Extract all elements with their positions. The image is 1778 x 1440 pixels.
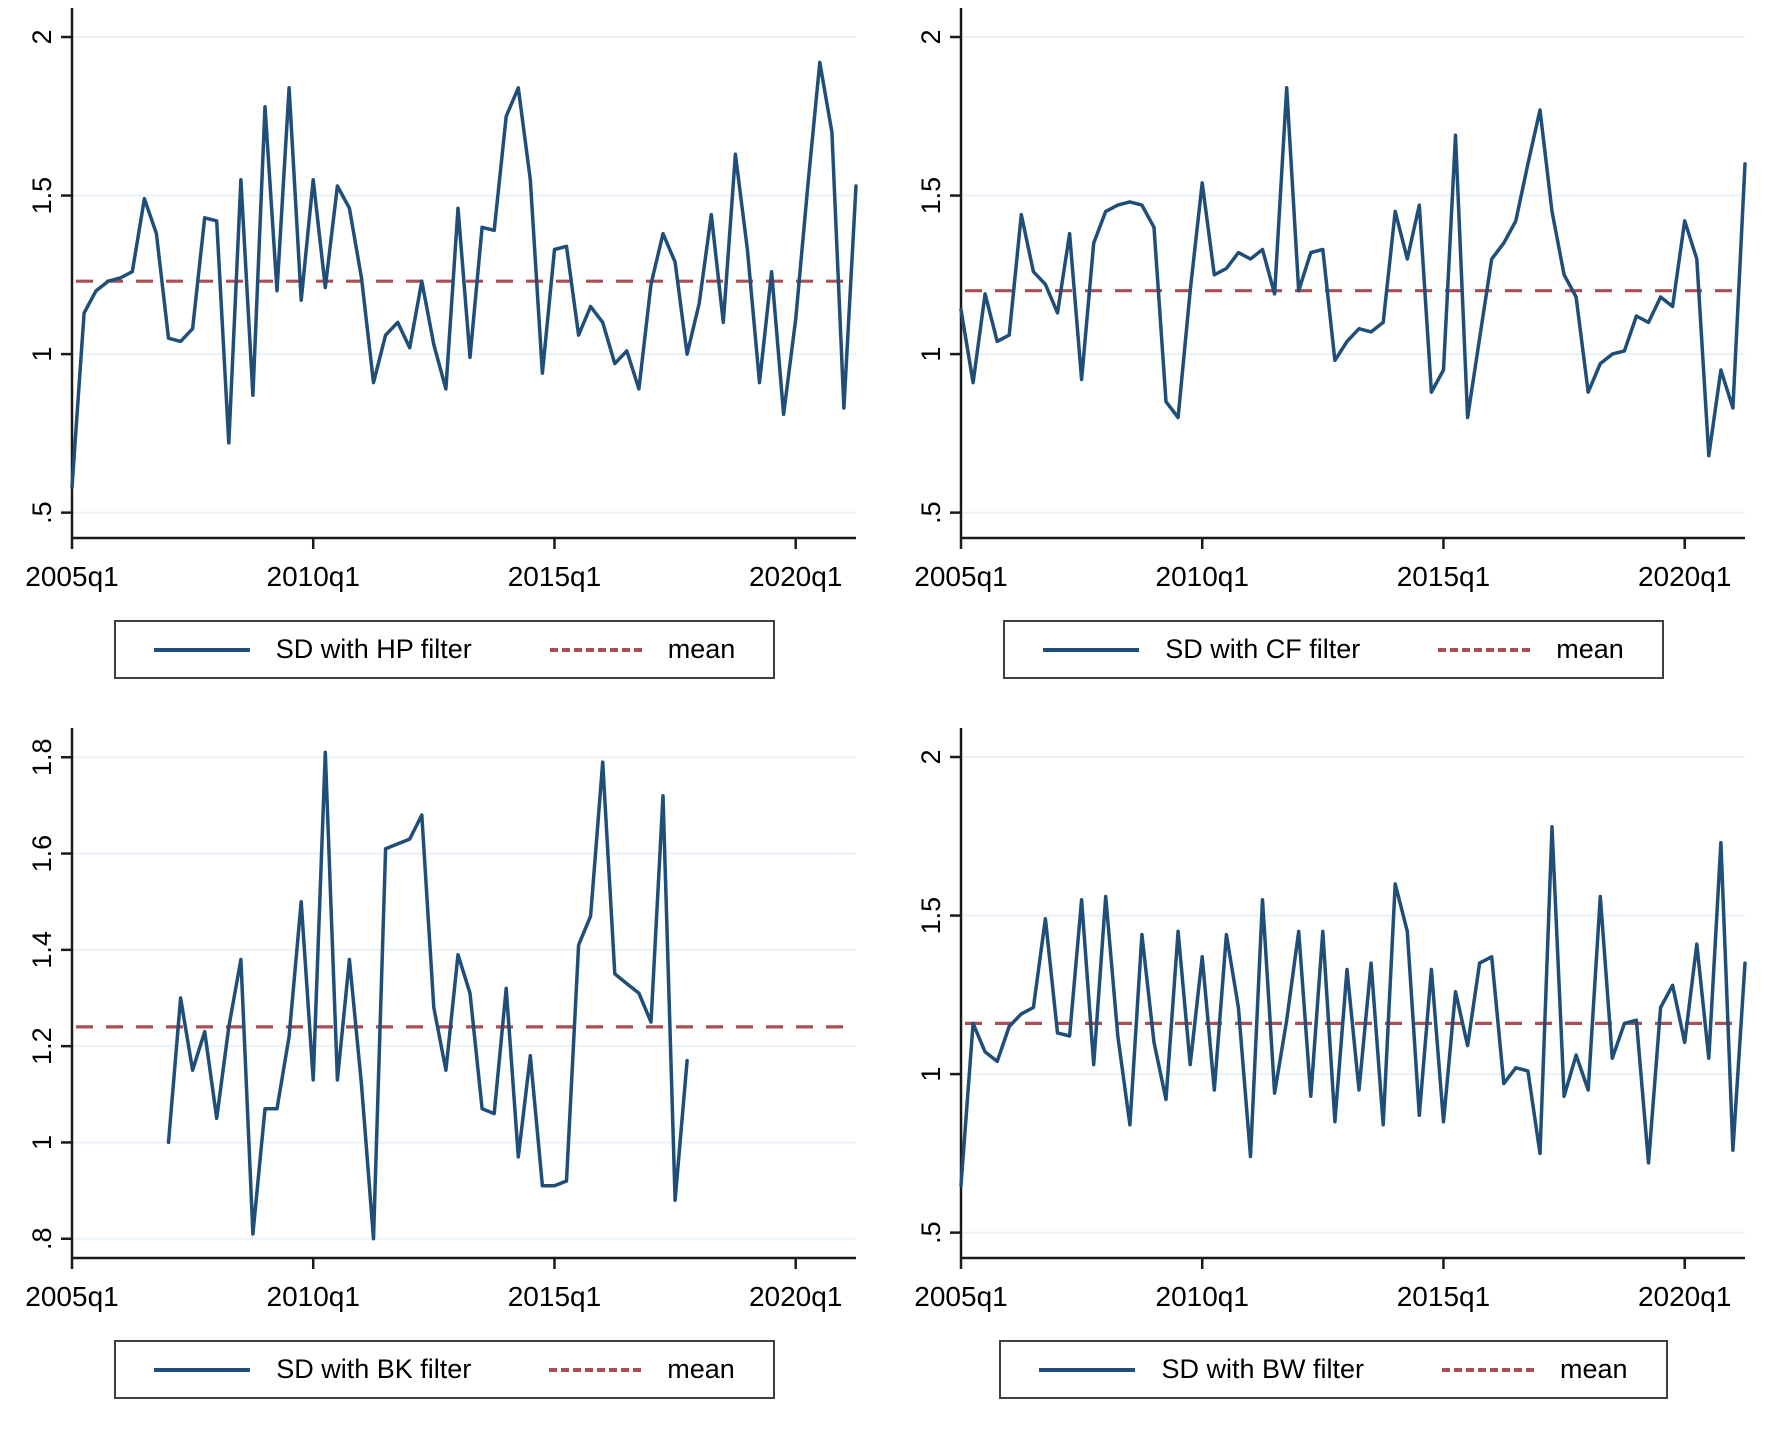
series-legend-label: SD with HP filter bbox=[275, 634, 472, 664]
y-tick-label: .8 bbox=[27, 1227, 57, 1250]
y-tick-label: .5 bbox=[916, 1221, 946, 1244]
chart-sd-hp-filter: .5 1 1.5 2 2005q1 2010q1 2015q1 2020q1 SD with … bbox=[0, 0, 889, 720]
x-tick-label: 2010q1 bbox=[267, 1281, 360, 1312]
sd-bw-filter-legend: SD with BW filter mean bbox=[999, 1340, 1668, 1399]
mean-dash-swatch bbox=[549, 647, 642, 652]
sd-bk-filter-plot: .8 1 1.2 1.4 1.6 1.8 2005q1 2010q1 2015q1 2020q1 bbox=[25, 728, 856, 1312]
sd-cf-filter-legend: SD with CF filter mean bbox=[1003, 620, 1664, 679]
y-tick-label: 1.5 bbox=[27, 177, 57, 215]
mean-legend-label: mean bbox=[667, 1354, 735, 1384]
chart-sd-bw-filter: .5 1 1.5 2 2005q1 2010q1 2015q1 2020q1 SD with … bbox=[889, 720, 1778, 1440]
y-tick-label: 2 bbox=[916, 750, 946, 765]
mean-legend-label: mean bbox=[1556, 634, 1624, 664]
series-line bbox=[959, 825, 1747, 1187]
series-line bbox=[70, 60, 858, 490]
x-tick-label: 2020q1 bbox=[749, 561, 842, 592]
chart-sd-cf-filter: .5 1 1.5 2 2005q1 2010q1 2015q1 2020q1 SD with … bbox=[889, 0, 1778, 720]
x-tick-label: 2005q1 bbox=[914, 561, 1007, 592]
y-tick-label: 1 bbox=[27, 347, 57, 362]
series-line bbox=[959, 86, 1747, 458]
mean-dash-swatch bbox=[1438, 647, 1531, 652]
sd-hp-filter-legend: SD with HP filter mean bbox=[113, 620, 776, 679]
y-tick-label: 1.8 bbox=[27, 738, 57, 776]
x-tick-label: 2005q1 bbox=[914, 1281, 1007, 1312]
x-tick-label: 2020q1 bbox=[749, 1281, 842, 1312]
chart-sd-bk-filter: .8 1 1.2 1.4 1.6 1.8 2005q1 2010q1 2015q1 2020q1 … bbox=[0, 720, 889, 1440]
y-tick-label: 1.6 bbox=[27, 835, 57, 873]
sd-bk-filter-legend: SD with BK filter mean bbox=[114, 1340, 775, 1399]
series-legend-label: SD with BK filter bbox=[276, 1354, 472, 1384]
series-line-swatch bbox=[1039, 1367, 1136, 1372]
mean-legend-label: mean bbox=[667, 634, 736, 664]
y-tick-label: 2 bbox=[916, 30, 946, 45]
series-legend-label: SD with BW filter bbox=[1161, 1354, 1364, 1384]
y-tick-label: 1.2 bbox=[27, 1027, 57, 1065]
mean-dash-swatch bbox=[549, 1367, 642, 1372]
y-tick-label: 1 bbox=[916, 347, 946, 362]
y-tick-label: .5 bbox=[916, 501, 946, 524]
x-tick-label: 2005q1 bbox=[25, 1281, 118, 1312]
y-tick-label: .5 bbox=[27, 501, 57, 524]
x-tick-label: 2015q1 bbox=[508, 561, 601, 592]
series-legend-label: SD with CF filter bbox=[1165, 634, 1361, 664]
series-line bbox=[166, 750, 689, 1241]
y-tick-label: 1.5 bbox=[916, 177, 946, 215]
x-tick-label: 2020q1 bbox=[1638, 1281, 1731, 1312]
sd-cf-filter-plot: .5 1 1.5 2 2005q1 2010q1 2015q1 2020q1 bbox=[914, 8, 1747, 592]
sd-hp-filter-plot: .5 1 1.5 2 2005q1 2010q1 2015q1 2020q1 bbox=[25, 8, 858, 592]
y-tick-label: 2 bbox=[27, 30, 57, 45]
series-line-swatch bbox=[153, 647, 250, 652]
y-tick-label: 1.4 bbox=[27, 931, 57, 969]
mean-dash-swatch bbox=[1441, 1367, 1534, 1372]
x-tick-label: 2005q1 bbox=[25, 561, 118, 592]
y-tick-label: 1.5 bbox=[916, 897, 946, 935]
sd-bw-filter-plot: .5 1 1.5 2 2005q1 2010q1 2015q1 2020q1 bbox=[914, 728, 1747, 1312]
x-tick-label: 2010q1 bbox=[1156, 561, 1249, 592]
series-line-swatch bbox=[1043, 647, 1140, 652]
x-tick-label: 2015q1 bbox=[1397, 561, 1490, 592]
x-tick-label: 2015q1 bbox=[508, 1281, 601, 1312]
x-tick-label: 2015q1 bbox=[1397, 1281, 1490, 1312]
mean-legend-label: mean bbox=[1559, 1354, 1628, 1384]
y-tick-label: 1 bbox=[27, 1135, 57, 1150]
x-tick-label: 2010q1 bbox=[267, 561, 360, 592]
x-tick-label: 2020q1 bbox=[1638, 561, 1731, 592]
x-tick-label: 2010q1 bbox=[1156, 1281, 1249, 1312]
y-tick-label: 1 bbox=[916, 1067, 946, 1082]
series-line-swatch bbox=[154, 1367, 251, 1372]
